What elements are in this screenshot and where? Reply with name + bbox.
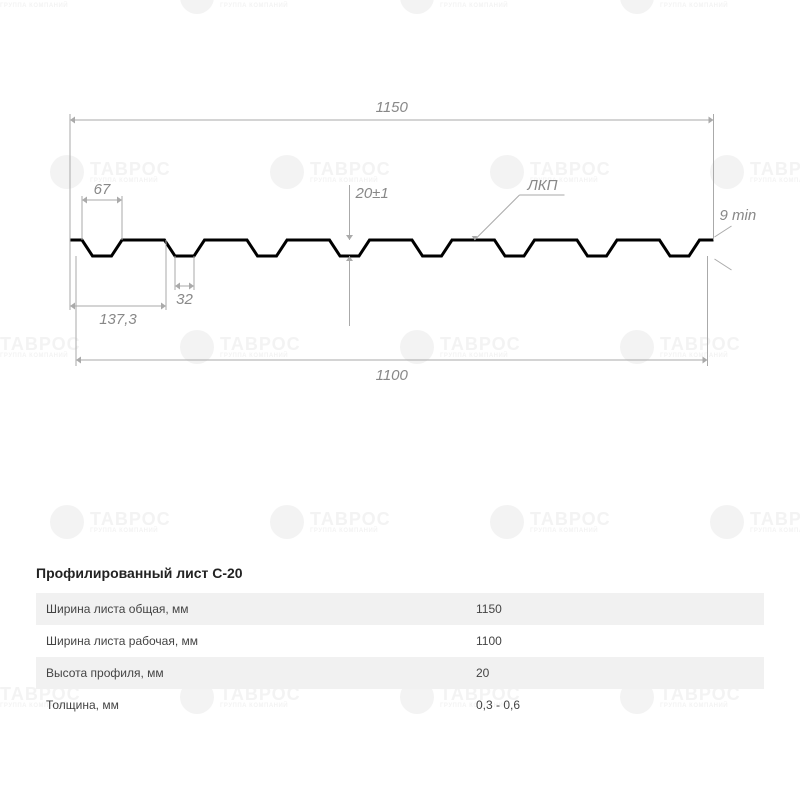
spec-value: 1100: [476, 634, 502, 648]
spec-label: Высота профиля, мм: [46, 666, 476, 680]
spec-value: 1150: [476, 602, 502, 616]
svg-text:1100: 1100: [376, 367, 409, 384]
svg-text:137,3: 137,3: [99, 311, 137, 328]
svg-text:1150: 1150: [376, 99, 409, 116]
spec-label: Ширина листа рабочая, мм: [46, 634, 476, 648]
svg-text:ЛКП: ЛКП: [527, 177, 558, 194]
spec-row: Высота профиля, мм20: [36, 657, 764, 689]
spec-value: 20: [476, 666, 489, 680]
svg-text:20±1: 20±1: [355, 185, 389, 202]
spec-label: Ширина листа общая, мм: [46, 602, 476, 616]
spec-row: Толщина, мм0,3 - 0,6: [36, 689, 764, 721]
spec-label: Толщина, мм: [46, 698, 476, 712]
svg-text:9 min: 9 min: [720, 207, 757, 224]
profile-diagram: 1150 1100 67 137,3 32 20±1 ЛКП 9 min: [40, 60, 760, 440]
svg-text:32: 32: [176, 291, 193, 308]
spec-title: Профилированный лист С-20: [36, 565, 764, 581]
spec-row: Ширина листа общая, мм1150: [36, 593, 764, 625]
svg-text:67: 67: [94, 181, 111, 198]
spec-table: Профилированный лист С-20 Ширина листа о…: [36, 565, 764, 721]
spec-row: Ширина листа рабочая, мм1100: [36, 625, 764, 657]
spec-value: 0,3 - 0,6: [476, 698, 520, 712]
